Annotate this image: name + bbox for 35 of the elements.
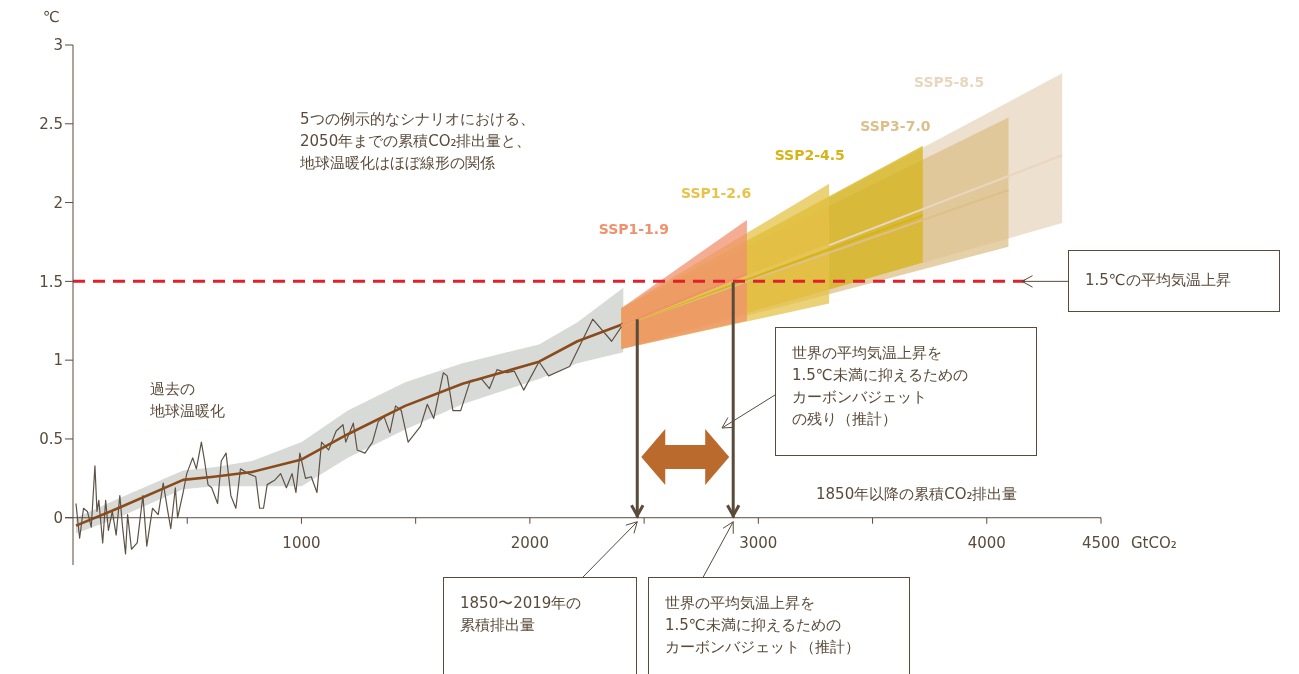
x-tick-label: 4000 xyxy=(967,533,1006,552)
x-tick-label: 3000 xyxy=(739,533,778,552)
text: SSP1-1.9 xyxy=(598,220,669,237)
ref-line-label: 1.5℃の平均気温上昇 xyxy=(1068,250,1280,312)
y-tick-label: 2 xyxy=(53,193,63,212)
annotation: 過去の xyxy=(150,379,196,400)
annotation: 地球温暖化はほぼ線形の関係 xyxy=(300,153,496,174)
text: 累積排出量 xyxy=(460,615,536,636)
annotation: 1850年以降の累積CO₂排出量 xyxy=(816,484,1018,505)
x-tick-label: 4500 xyxy=(1081,533,1121,552)
y-axis-title: ℃ xyxy=(43,8,60,26)
y-tick-label: 3 xyxy=(53,36,63,55)
y-tick-label: 0 xyxy=(53,509,63,528)
y-tick-label: 1.5 xyxy=(39,272,63,291)
x-axis-title: GtCO₂ xyxy=(1131,533,1177,552)
text: SSP3-7.0 xyxy=(860,118,931,135)
text: SSP5-8.5 xyxy=(914,74,985,91)
annotation: 世界の平均気温上昇を xyxy=(665,593,816,614)
annotation: 2050年までの累積CO₂排出量と、 xyxy=(300,131,533,152)
annotation: の残り（推計） xyxy=(792,409,898,430)
annotation: 1850〜2019年の xyxy=(460,593,583,614)
annotation: 1.5℃未満に抑えるための xyxy=(792,365,969,386)
y-tick-label: 1 xyxy=(53,351,63,370)
y-tick-label: 0.5 xyxy=(39,430,63,449)
text: 1.5℃未満に抑えるための xyxy=(665,615,842,636)
text: カーボンバジェット（推計） xyxy=(665,637,861,658)
y-tick-label: 2.5 xyxy=(39,115,63,134)
text: SSP2-4.5 xyxy=(774,146,845,163)
x-tick-label: 2000 xyxy=(510,533,549,552)
annotation: 地球温暖化 xyxy=(150,401,225,422)
annotation: 5つの例示的なシナリオにおける、 xyxy=(300,109,535,130)
annotation: 世界の平均気温上昇を xyxy=(792,343,943,364)
x-tick-label: 1000 xyxy=(282,533,321,552)
annotation: カーボンバジェット xyxy=(792,387,928,408)
text: SSP1-2.6 xyxy=(680,184,752,201)
